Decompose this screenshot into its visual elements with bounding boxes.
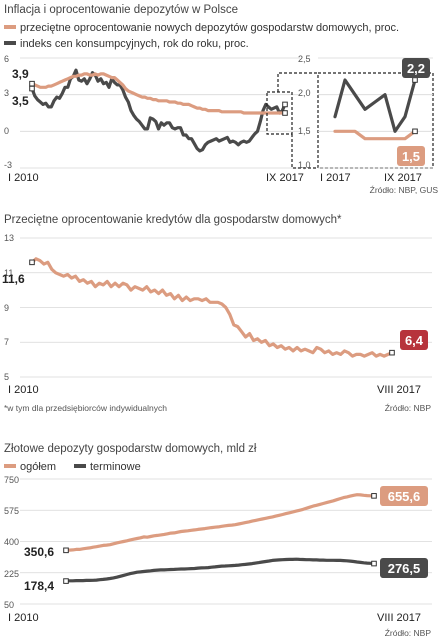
start-value-cpi: 3,5 [12,94,29,108]
legend-label-cpi: indeks cen konsumpcyjnych, rok do roku, … [20,38,249,50]
end-marker [29,80,35,87]
chart4-y-tick: 50 [4,600,14,610]
chart1-x-end: IX 2017 [266,172,304,184]
chart4-x-start: I 2010 [8,612,39,624]
chart1-lines: 3,9 3,5 [12,67,288,153]
chart4-legend: ogółem terminowe [4,461,141,473]
chart1-y-tick: 0 [4,126,9,136]
start-value-total: 350,6 [24,545,54,559]
legend-label-term: terminowe [90,461,141,473]
legend-label-deposits: przeciętne oprocentowanie nowych depozyt… [20,22,399,34]
chart1-y-axis: 6 3 0 -3 [4,54,12,170]
total-end-badge [380,486,428,506]
chart3-y-tick: 7 [4,337,9,347]
series-line [64,557,376,583]
inset-x-start: I 2017 [320,172,351,184]
chart1-y-tick: 6 [4,54,9,64]
inset-y-tick: 1,5 [298,126,311,136]
chart1-y-tick: -3 [4,160,12,170]
end-marker [63,547,69,554]
zoom-connector [277,72,318,92]
series-line [30,68,287,153]
chart4-x-end: VIII 2017 [377,612,421,624]
start-value-term: 178,4 [24,579,54,593]
inset-cpi-end-badge-text: 2,2 [407,61,425,76]
end-marker [371,493,377,499]
end-marker [29,85,35,92]
series-line [333,129,417,141]
end-marker [282,110,288,116]
chart3-lines: 11,6 6,4 [2,257,428,358]
series-line [30,72,287,115]
chart1-legend: przeciętne oprocentowanie nowych depozyt… [4,22,399,50]
inset-y-tick: 2,0 [298,88,311,98]
chart4-y-axis: 750 575 400 225 50 [4,475,19,610]
chart3-y-tick: 9 [4,303,9,313]
chart1-title: Inflacja i oprocentowanie depozytów w Po… [4,4,238,16]
inset-cpi-end-badge [402,58,430,78]
chart3-y-tick: 13 [4,233,14,243]
chart4-grid [20,478,432,605]
term-end-badge [380,558,428,578]
chart3-y-tick: 5 [4,372,9,382]
inset-deposit-end-badge-text: 1,5 [402,149,420,164]
chart3-y-axis: 13 11 9 7 5 [4,233,14,382]
series-line [64,493,376,552]
end-marker [29,259,35,266]
chart4-y-tick: 575 [4,506,19,516]
chart3-x-start: I 2010 [8,384,39,396]
end-marker [282,101,288,108]
credit-end-badge-text: 6,4 [405,333,424,348]
credit-end-badge [400,330,428,350]
inset-lines: 2,2 1,5 [333,58,430,166]
inset-x-end: IX 2017 [384,172,422,184]
chart3-y-tick: 11 [4,268,13,278]
chart1-y-tick: 3 [4,88,9,98]
series-line [333,78,417,133]
chart3-x-end: VIII 2017 [377,384,421,396]
inset-y-tick: 1,0 [298,160,311,170]
zoom-connector [291,134,318,169]
end-marker [371,560,377,567]
term-end-badge-text: 276,5 [388,561,421,576]
inset-deposit-end-badge [397,146,425,166]
footnote: *w tym dla przedsiębiorców indywidualnyc… [4,403,167,413]
chart4-y-tick: 750 [4,475,19,485]
end-marker [63,578,69,584]
end-marker [412,128,418,135]
source-note-3: Źródło: NBP [385,628,432,638]
end-marker [412,77,418,83]
legend-label-total: ogółem [20,461,56,473]
chart4-title: Złotowe depozyty gospodarstw domowych, m… [4,443,257,455]
chart3-title: Przeciętne oprocentowanie kredytów dla g… [4,214,342,226]
start-value-deposits: 3,9 [12,67,29,81]
inset-y-tick: 2,5 [298,54,311,64]
chart1-x-start: I 2010 [8,172,39,184]
source-note-1: Źródło: NBP, GUS [370,185,439,195]
inset-y-axis: 2,5 2,0 1,5 1,0 [298,54,311,170]
zoom-highlight-box [266,91,293,135]
chart4-y-tick: 225 [4,569,19,579]
chart4-lines: 350,6 178,4 655,6 276,5 [24,486,428,593]
series-line [30,257,394,358]
end-marker [389,349,395,356]
total-end-badge-text: 655,6 [388,489,421,504]
start-value-credit: 11,6 [2,272,25,286]
chart1-grid [20,57,300,169]
source-note-2: Źródło: NBP [385,403,432,413]
chart4-y-tick: 400 [4,537,19,547]
